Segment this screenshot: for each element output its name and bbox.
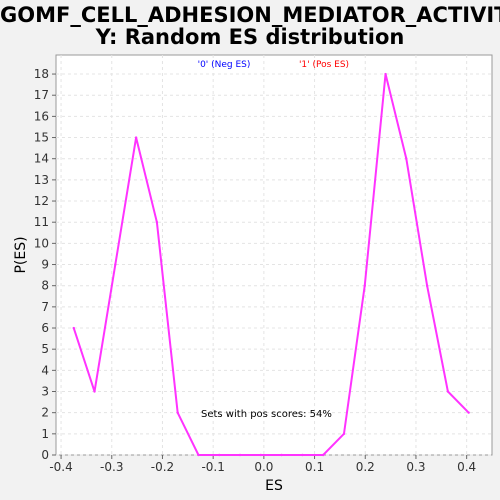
y-tick-label: 12: [34, 194, 49, 208]
series-group: [72, 72, 470, 457]
data-point: [218, 453, 221, 457]
y-tick-label: 17: [34, 88, 49, 102]
data-point: [176, 411, 179, 414]
x-tick-label: 0.3: [406, 460, 425, 474]
data-point: [93, 390, 96, 393]
data-point: [446, 390, 450, 393]
data-point: [321, 453, 325, 457]
legend-neg-es: '0' (Neg ES): [198, 60, 251, 70]
data-point: [134, 136, 138, 139]
y-tick-label: 18: [34, 67, 49, 81]
data-point: [155, 220, 159, 224]
data-point: [405, 157, 408, 160]
y-tick-label: 6: [41, 321, 49, 335]
x-tick-label: 0.1: [305, 460, 324, 474]
y-axis-label: P(ES): [13, 236, 29, 273]
data-point: [467, 411, 470, 414]
x-tick-label: 0.4: [457, 460, 476, 474]
chart-title-line-1: GOMF_CELL_ADHESION_MEDIATOR_ACTIVIT: [0, 3, 500, 27]
data-point: [363, 284, 366, 287]
grid: [56, 55, 492, 456]
x-tick-label: 0.0: [254, 460, 273, 474]
x-axis-label: ES: [265, 478, 283, 494]
y-tick-label: 1: [41, 427, 49, 441]
x-tick-label: -0.3: [100, 460, 123, 474]
y-tick-label: 0: [41, 448, 49, 462]
data-point: [280, 453, 283, 457]
data-point: [301, 453, 304, 457]
x-tick-label: -0.4: [49, 460, 72, 474]
data-point: [72, 326, 75, 330]
chart-title-line-2: Y: Random ES distribution: [95, 25, 405, 49]
y-tick-label: 14: [34, 152, 49, 166]
y-tick-label: 15: [34, 131, 49, 145]
data-point: [425, 284, 429, 287]
data-point: [197, 453, 200, 457]
x-tick-label: -0.2: [151, 460, 174, 474]
x-tick-label: 0.2: [356, 460, 375, 474]
y-tick-label: 7: [41, 300, 49, 314]
y-tick-label: 10: [34, 236, 49, 250]
y-tick-label: 5: [41, 342, 49, 356]
x-tick-label: -0.1: [201, 460, 224, 474]
data-point: [342, 432, 346, 436]
y-tick-label: 8: [41, 279, 49, 293]
y-tick-label: 16: [34, 109, 49, 123]
y-tick-label: 11: [34, 215, 49, 229]
data-point: [238, 453, 242, 457]
y-tick-label: 4: [41, 363, 49, 377]
y-tick-label: 2: [41, 406, 49, 420]
data-point: [259, 453, 263, 457]
y-tick-label: 13: [34, 173, 49, 187]
legend-pos-es: '1' (Pos ES): [299, 60, 349, 70]
plot-area: [55, 54, 493, 456]
y-tick-label: 9: [41, 258, 49, 272]
data-point: [114, 263, 117, 266]
series-line: [72, 73, 470, 456]
y-tick-label: 3: [41, 385, 49, 399]
pos-score-annotation: Sets with pos scores: 54%: [201, 409, 332, 420]
data-point: [384, 72, 387, 76]
